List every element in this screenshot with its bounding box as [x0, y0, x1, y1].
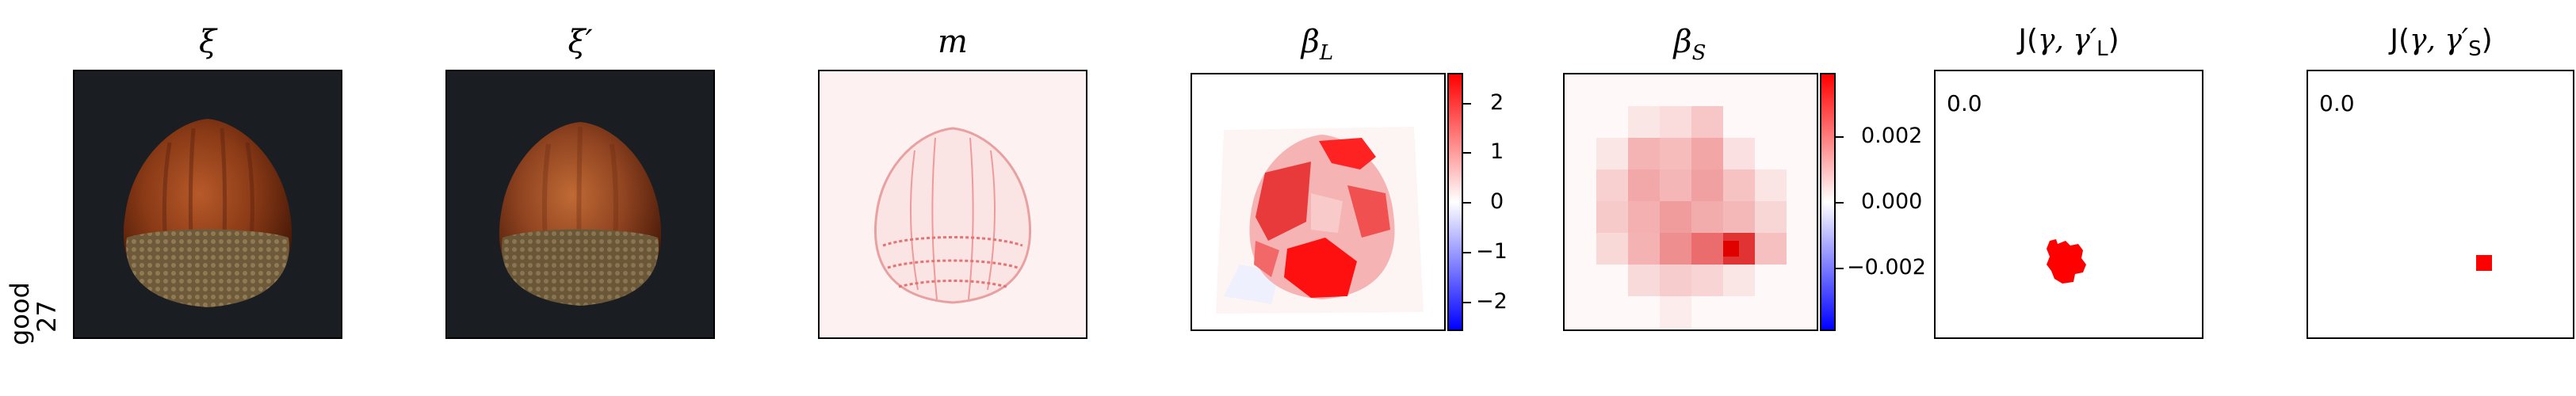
beta-l-heatmap — [1192, 74, 1444, 329]
row-label-index: 27 — [32, 300, 62, 333]
hazelnut-image — [75, 71, 341, 337]
beta-s-title-sub: S — [1691, 41, 1707, 65]
image-j-s: 0.0 — [2307, 70, 2574, 339]
j-s-title-suffix: ) — [2481, 24, 2493, 56]
j-l-mask — [2047, 239, 2086, 284]
beta-l-tick-label: −2 — [1476, 289, 1508, 314]
beta-l-colorbar — [1447, 73, 1463, 331]
beta-l-tick-mark — [1463, 252, 1471, 253]
j-l-title-prefix: J( — [2018, 24, 2039, 56]
image-j-l: 0.0 — [1934, 70, 2203, 339]
beta-s-title-base: β — [1673, 24, 1692, 60]
beta-l-tick-label: 1 — [1490, 139, 1504, 164]
beta-s-cells — [1596, 106, 1787, 328]
beta-l-tick-label: 2 — [1490, 90, 1504, 115]
panel-j-s-title: J(γ, γ′S) — [2307, 24, 2576, 61]
j-s-title-args: γ, γ′ — [2410, 24, 2469, 56]
panel-xi-title: ξ — [198, 24, 217, 60]
image-beta-l — [1191, 73, 1446, 331]
image-xi — [73, 70, 342, 339]
beta-l-tick-mark — [1463, 152, 1471, 154]
j-s-mask — [2476, 255, 2492, 271]
j-l-value: 0.0 — [1947, 90, 1982, 116]
panel-j-l-title: J(γ, γ′L) — [1934, 24, 2203, 61]
j-s-title-sub: S — [2468, 37, 2482, 62]
row-label-good: good — [5, 282, 35, 345]
image-beta-s — [1563, 73, 1818, 331]
image-m — [818, 70, 1087, 339]
beta-s-tick-mark — [1836, 268, 1844, 269]
beta-s-tick-label: −0.002 — [1847, 255, 1926, 280]
beta-s-tick-label: 0.000 — [1861, 189, 1923, 214]
j-s-title-prefix: J( — [2390, 24, 2410, 56]
beta-s-heatmap — [1565, 74, 1817, 329]
beta-l-title-base: β — [1301, 24, 1320, 60]
beta-l-tick-mark — [1463, 103, 1471, 105]
hazelnut-reconstruction — [447, 71, 713, 337]
beta-l-tick-mark — [1463, 302, 1471, 303]
j-l-title-args: γ, γ′ — [2038, 24, 2097, 56]
beta-l-tick-mark — [1463, 202, 1471, 204]
difference-map — [820, 71, 1086, 337]
beta-s-tick-mark — [1836, 136, 1844, 138]
panel-m-title: m — [938, 24, 968, 60]
image-xi-prime — [445, 70, 715, 339]
beta-s-colorbar — [1820, 73, 1836, 331]
panel-beta-s-title: βS — [1563, 24, 1817, 65]
j-s-value: 0.0 — [2319, 90, 2355, 116]
beta-l-title-sub: L — [1319, 41, 1334, 65]
panel-beta-l-title: βL — [1191, 24, 1444, 65]
beta-s-tick-mark — [1836, 202, 1844, 204]
beta-s-tick-label: 0.002 — [1861, 124, 1923, 148]
panel-xi-prime-title: ξ′ — [568, 24, 593, 60]
beta-l-tick-label: 0 — [1490, 189, 1504, 214]
j-l-title-suffix: ) — [2108, 24, 2119, 56]
beta-l-tick-label: −1 — [1476, 239, 1508, 264]
j-l-title-sub: L — [2096, 37, 2108, 62]
